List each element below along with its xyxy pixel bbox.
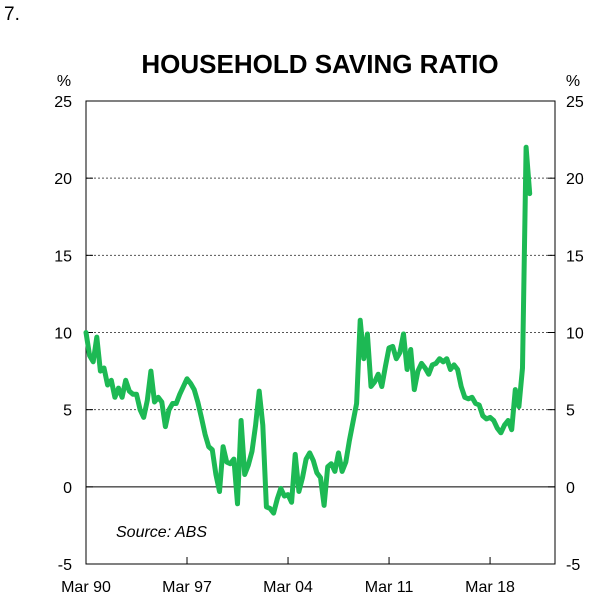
y-tick-label-left: 25	[54, 94, 72, 111]
y-tick-label-right: 20	[566, 171, 584, 188]
x-tick-label: Mar 04	[263, 579, 313, 596]
y-tick-label-right: 15	[566, 248, 584, 265]
series-line-household-saving-ratio	[83, 144, 533, 516]
x-axis: Mar 90 Mar 97 Mar 04 Mar 11 Mar 18	[61, 557, 515, 596]
source-note: Source: ABS	[116, 524, 207, 541]
y-axis-left: 25 20 15 10 5 0 -5	[54, 94, 93, 574]
chart-title: HOUSEHOLD SAVING RATIO	[141, 49, 498, 79]
y-axis-right: 25 20 15 10 5 0 -5	[548, 94, 584, 574]
y-tick-label-left: -5	[58, 557, 72, 574]
y-axis-unit-right: %	[566, 73, 580, 90]
y-tick-label-right: 0	[566, 480, 575, 497]
y-tick-label-right: 25	[566, 94, 584, 111]
x-tick-label: Mar 90	[61, 579, 111, 596]
y-tick-label-left: 20	[54, 171, 72, 188]
y-axis-unit-left: %	[57, 73, 71, 90]
y-tick-label-left: 10	[54, 326, 72, 343]
y-tick-label-right: -5	[566, 557, 580, 574]
x-tick-label: Mar 11	[365, 579, 414, 596]
x-tick-label: Mar 97	[162, 579, 212, 596]
y-tick-label-right: 10	[566, 326, 584, 343]
y-tick-label-right: 5	[566, 403, 575, 420]
y-tick-label-left: 0	[63, 480, 72, 497]
figure-number: 7.	[4, 4, 20, 25]
x-tick-label: Mar 18	[465, 579, 515, 596]
gridlines	[86, 177, 555, 488]
y-tick-label-left: 5	[63, 403, 72, 420]
y-tick-label-left: 15	[54, 248, 72, 265]
